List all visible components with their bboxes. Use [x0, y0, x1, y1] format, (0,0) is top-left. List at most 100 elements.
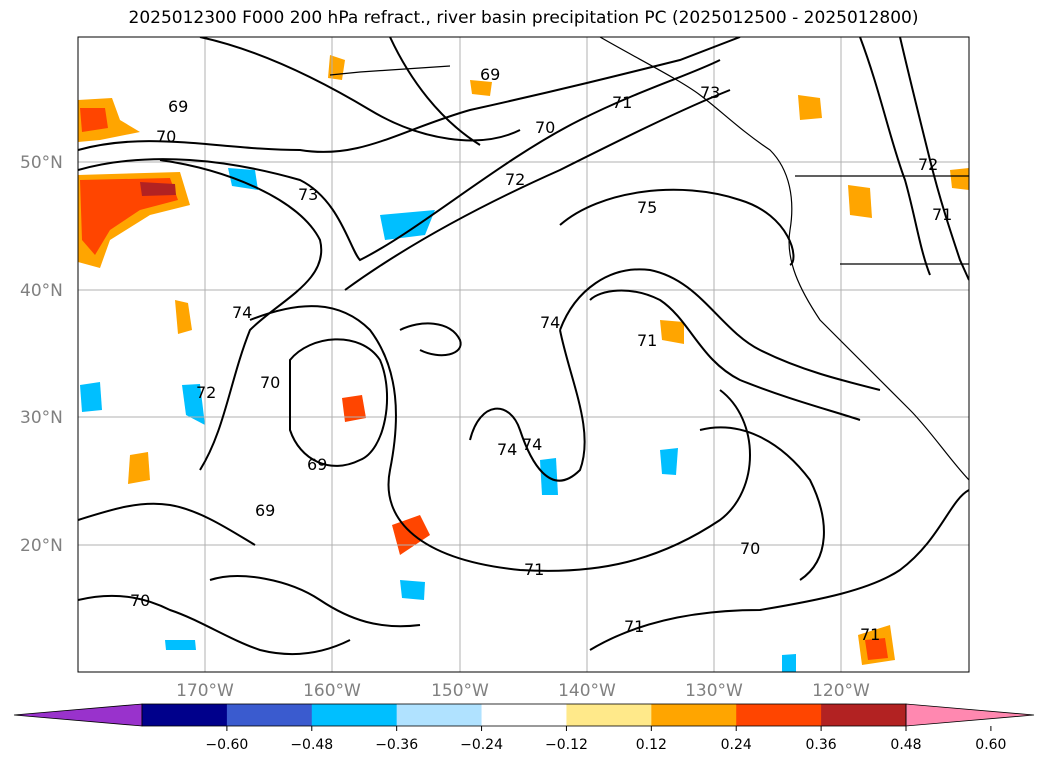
lon-axis: 170°W 160°W 150°W 140°W 130°W 120°W: [176, 681, 870, 701]
contour-label: 73: [298, 185, 318, 204]
contour-line: [559, 188, 795, 266]
contour-label: 70: [156, 127, 176, 146]
precip-positive-region: [470, 80, 492, 96]
lat-tick-label: 40°N: [20, 281, 63, 301]
contour-label: 74: [497, 440, 517, 459]
contour-line: [399, 322, 462, 357]
colorbar-segment: [736, 704, 822, 726]
colorbar-tick-label: 0.12: [636, 737, 667, 753]
precip-negative-region: [782, 654, 796, 672]
contour-line: [859, 37, 931, 276]
contour-line: [209, 575, 421, 628]
colorbar-tick-label: −0.60: [205, 737, 248, 753]
contour-line: [389, 37, 481, 146]
colorbar-segment: [226, 704, 313, 726]
precip-negative-region: [80, 382, 102, 412]
coastlines: [329, 37, 969, 481]
map-title: 2025012300 F000 200 hPa refract., river …: [128, 8, 919, 28]
lon-tick-label: 160°W: [303, 681, 361, 701]
map-gridlines: [78, 37, 969, 672]
contour-line: [78, 502, 256, 546]
colorbar-segment: [566, 704, 652, 726]
contour-label: 69: [255, 501, 275, 520]
contour-labels: 69 70 73 69 71 73 70 72 75 72 71 74 74 7…: [130, 65, 952, 644]
contour-label: 70: [535, 118, 555, 137]
precip-negative-region: [380, 210, 435, 240]
colorbar-tick-label: 0.60: [975, 737, 1006, 753]
contour-label: 70: [740, 539, 760, 558]
colorbar-extend-high: [905, 703, 1035, 727]
contour-label: 71: [860, 625, 880, 644]
contour-line: [559, 268, 881, 391]
precip-positive-region: [950, 168, 969, 190]
colorbar-segment: [651, 704, 737, 726]
contour-line: [289, 338, 388, 467]
contour-line: [78, 37, 741, 153]
colorbar-frame: [141, 703, 907, 727]
contour-label: 74: [232, 303, 252, 322]
colorbar-tick-label: 0.48: [890, 737, 921, 753]
contour-label: 71: [932, 205, 952, 224]
lat-tick-label: 20°N: [20, 536, 63, 556]
colorbar: −0.60 −0.48 −0.36 −0.24 −0.12 0.12 0.24 0.36 0.4…: [13, 703, 1035, 753]
colorbar-extend-low: [13, 703, 143, 727]
contour-line: [589, 489, 969, 651]
precip-extreme-region: [140, 182, 176, 196]
colorbar-tick-label: 0.24: [721, 737, 752, 753]
contour-label: 71: [624, 617, 644, 636]
contour-label: 72: [505, 170, 525, 189]
precip-strong-region: [342, 395, 366, 422]
contour-line: [699, 426, 825, 581]
precip-positive-region: [798, 95, 822, 120]
lon-tick-label: 130°W: [685, 681, 743, 701]
colorbar-tick-label: 0.36: [806, 737, 837, 753]
precip-positive-region: [175, 300, 192, 334]
precip-positive-region: [848, 185, 872, 218]
contour-line: [159, 159, 323, 471]
colorbar-segment: [481, 704, 567, 726]
map-area: [78, 37, 969, 672]
contour-label: 69: [480, 65, 500, 84]
lat-tick-label: 50°N: [20, 153, 63, 173]
colorbar-segment: [821, 704, 907, 726]
colorbar-tick-label: −0.24: [460, 737, 503, 753]
contour-label: 74: [540, 313, 560, 332]
contour-label: 69: [168, 97, 188, 116]
contour-line: [589, 289, 861, 421]
contour-label: 70: [260, 373, 280, 392]
contour-label: 71: [524, 560, 544, 579]
refractivity-contours: [78, 37, 969, 656]
precip-negative-region: [400, 580, 425, 600]
lon-tick-label: 140°W: [558, 681, 616, 701]
colorbar-segment: [311, 704, 398, 726]
contour-line: [469, 329, 586, 482]
precip-negative-region: [182, 384, 205, 425]
colorbar-tick-label: −0.48: [290, 737, 333, 753]
colorbar-tick-label: −0.12: [545, 737, 588, 753]
contour-line: [199, 37, 521, 142]
contour-label: 71: [612, 93, 632, 112]
contour-line: [899, 37, 969, 281]
contour-line: [78, 594, 351, 656]
colorbar-segment: [396, 704, 483, 726]
contour-label: 70: [130, 591, 150, 610]
lon-tick-label: 150°W: [431, 681, 489, 701]
precip-shading: [78, 55, 969, 672]
lon-tick-label: 170°W: [176, 681, 234, 701]
precip-strong-region: [80, 108, 108, 132]
lon-tick-label: 120°W: [812, 681, 870, 701]
contour-label: 71: [637, 331, 657, 350]
colorbar-segment: [142, 704, 228, 726]
contour-line: [344, 89, 731, 291]
precip-strong-region: [80, 178, 178, 255]
lat-axis: 50°N 40°N 30°N 20°N: [20, 153, 63, 556]
map-frame: [77, 36, 970, 673]
contour-label: 74: [522, 435, 542, 454]
contour-label: 72: [196, 383, 216, 402]
precip-positive-region: [128, 452, 150, 484]
precip-positive-region: [660, 320, 684, 344]
contour-line: [78, 59, 721, 262]
contour-label: 69: [307, 455, 327, 474]
contour-label: 75: [637, 198, 657, 217]
contour-label: 73: [700, 83, 720, 102]
